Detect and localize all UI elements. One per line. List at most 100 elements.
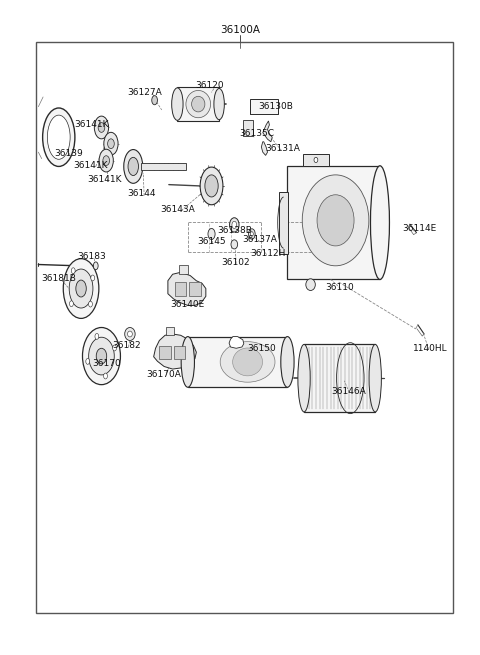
Bar xyxy=(141,163,186,170)
Ellipse shape xyxy=(89,337,114,375)
Bar xyxy=(36,42,454,613)
Ellipse shape xyxy=(298,345,310,412)
Ellipse shape xyxy=(317,195,354,246)
Ellipse shape xyxy=(200,167,223,205)
Ellipse shape xyxy=(63,259,99,318)
Polygon shape xyxy=(168,272,206,305)
Text: 36183: 36183 xyxy=(78,252,107,261)
Ellipse shape xyxy=(302,175,369,266)
Ellipse shape xyxy=(48,115,70,159)
Text: 36127A: 36127A xyxy=(128,88,163,97)
Text: 36144: 36144 xyxy=(127,189,156,198)
Text: 1140HL: 1140HL xyxy=(412,344,447,353)
Text: 36150: 36150 xyxy=(247,344,276,353)
Text: 36110: 36110 xyxy=(325,283,354,291)
Ellipse shape xyxy=(69,269,93,308)
Text: 36170A: 36170A xyxy=(147,370,181,379)
Bar xyxy=(243,120,253,136)
Bar xyxy=(159,346,171,359)
Text: 36102: 36102 xyxy=(221,258,250,267)
Text: 36131A: 36131A xyxy=(265,143,300,153)
Ellipse shape xyxy=(281,337,294,387)
Ellipse shape xyxy=(231,240,238,249)
Bar xyxy=(304,345,375,412)
Ellipse shape xyxy=(124,149,143,183)
Polygon shape xyxy=(154,334,196,369)
Text: 36137A: 36137A xyxy=(242,235,277,244)
Ellipse shape xyxy=(103,156,109,166)
Ellipse shape xyxy=(43,108,75,166)
Ellipse shape xyxy=(72,268,75,274)
Polygon shape xyxy=(261,141,267,155)
Ellipse shape xyxy=(172,88,183,121)
Text: 36182: 36182 xyxy=(113,341,142,350)
Ellipse shape xyxy=(192,96,205,112)
Ellipse shape xyxy=(186,90,211,118)
Text: 36140E: 36140E xyxy=(171,300,205,309)
Bar xyxy=(251,99,278,115)
Ellipse shape xyxy=(214,88,224,120)
Ellipse shape xyxy=(306,279,315,290)
Ellipse shape xyxy=(369,345,382,412)
Polygon shape xyxy=(229,337,244,348)
Text: 36170: 36170 xyxy=(92,360,120,368)
Text: 36139: 36139 xyxy=(54,149,83,158)
Ellipse shape xyxy=(125,328,135,341)
Text: 36141K: 36141K xyxy=(73,160,108,170)
Ellipse shape xyxy=(99,149,113,172)
Ellipse shape xyxy=(205,175,218,197)
Ellipse shape xyxy=(152,96,157,105)
Text: 36141K: 36141K xyxy=(75,121,109,130)
Bar xyxy=(174,346,185,359)
Ellipse shape xyxy=(94,262,98,270)
Ellipse shape xyxy=(128,157,138,176)
Text: 36112H: 36112H xyxy=(250,249,285,258)
Bar xyxy=(189,282,201,296)
Ellipse shape xyxy=(314,157,318,162)
Ellipse shape xyxy=(233,348,263,376)
Text: 36130B: 36130B xyxy=(258,102,293,111)
Bar xyxy=(175,282,186,296)
Ellipse shape xyxy=(96,348,107,364)
Bar xyxy=(188,337,288,387)
Text: 36135C: 36135C xyxy=(239,130,274,138)
Ellipse shape xyxy=(251,232,253,236)
Ellipse shape xyxy=(83,328,120,384)
Text: 36138B: 36138B xyxy=(217,225,252,234)
Ellipse shape xyxy=(371,166,389,280)
Ellipse shape xyxy=(113,345,117,351)
Text: 36100A: 36100A xyxy=(220,25,260,35)
Ellipse shape xyxy=(229,217,239,232)
Ellipse shape xyxy=(108,139,114,149)
Ellipse shape xyxy=(70,301,73,307)
Ellipse shape xyxy=(181,337,194,387)
Ellipse shape xyxy=(232,221,237,229)
Ellipse shape xyxy=(95,333,99,339)
Bar xyxy=(302,154,329,166)
Text: 36120: 36120 xyxy=(195,81,224,90)
Bar xyxy=(179,265,188,274)
Bar xyxy=(167,328,174,335)
Ellipse shape xyxy=(220,342,275,382)
Bar xyxy=(279,192,288,254)
Ellipse shape xyxy=(76,280,86,297)
Text: 36146A: 36146A xyxy=(332,386,367,396)
Ellipse shape xyxy=(95,116,108,139)
Ellipse shape xyxy=(104,373,108,379)
Text: 36141K: 36141K xyxy=(87,175,122,184)
Bar xyxy=(178,87,219,121)
Ellipse shape xyxy=(89,301,92,307)
Text: 36145: 36145 xyxy=(197,237,226,246)
Bar xyxy=(288,166,380,280)
Ellipse shape xyxy=(98,122,105,132)
Ellipse shape xyxy=(208,229,215,240)
Ellipse shape xyxy=(91,275,95,281)
Ellipse shape xyxy=(128,331,132,337)
Ellipse shape xyxy=(104,132,118,155)
Text: 36181B: 36181B xyxy=(41,274,76,284)
Ellipse shape xyxy=(249,229,255,239)
Text: 36114E: 36114E xyxy=(402,224,436,233)
Text: 36143A: 36143A xyxy=(160,205,195,214)
Ellipse shape xyxy=(86,358,90,364)
Polygon shape xyxy=(263,121,272,141)
